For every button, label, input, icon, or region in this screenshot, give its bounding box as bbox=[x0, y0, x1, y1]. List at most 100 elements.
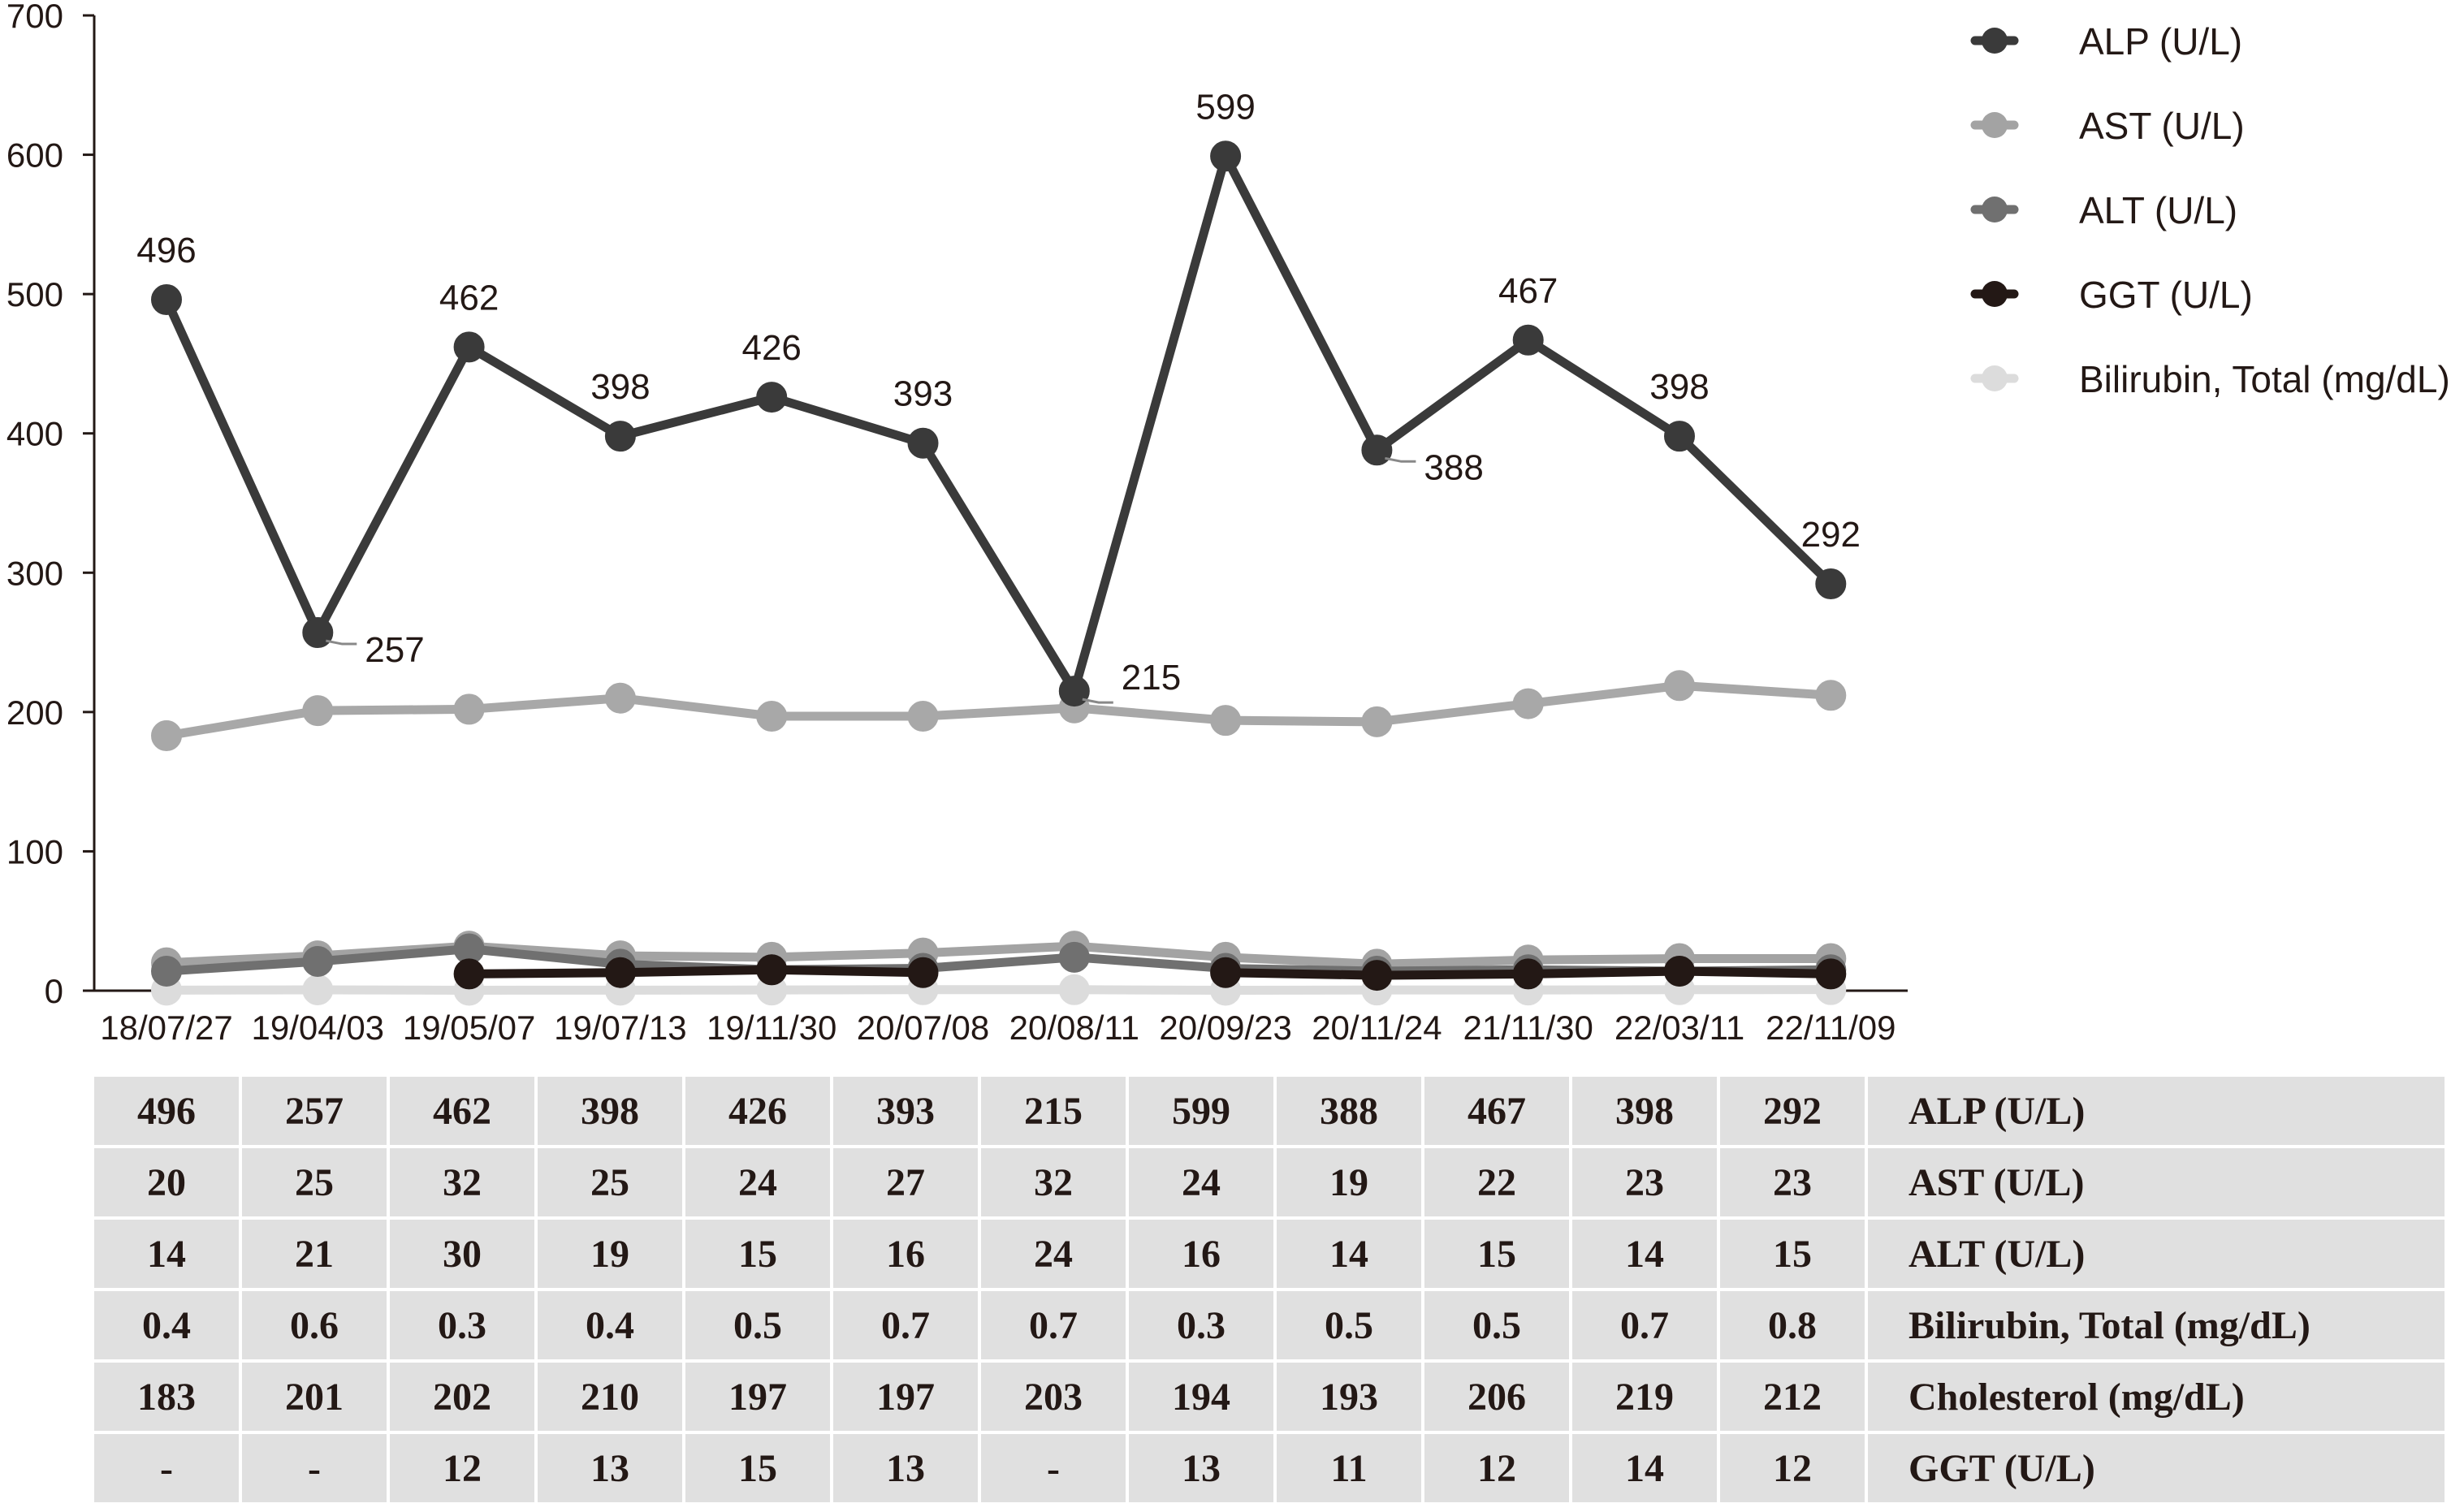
data-point bbox=[604, 421, 636, 452]
table-cell: 22 bbox=[1424, 1148, 1569, 1216]
x-tick-label: 20/11/24 bbox=[1312, 1009, 1442, 1047]
legend-marker bbox=[1982, 281, 2008, 307]
table-cell: 206 bbox=[1424, 1363, 1569, 1431]
table-cell: 210 bbox=[538, 1363, 682, 1431]
table-cell: 23 bbox=[1572, 1148, 1717, 1216]
table-cell: 194 bbox=[1129, 1363, 1273, 1431]
row-label: AST (U/L) bbox=[1868, 1148, 2445, 1216]
x-tick-label: 20/07/08 bbox=[857, 1009, 990, 1047]
data-point bbox=[1058, 974, 1090, 1005]
row-label: ALP (U/L) bbox=[1868, 1077, 2445, 1145]
table-cell: 193 bbox=[1277, 1363, 1421, 1431]
data-point bbox=[1058, 941, 1090, 973]
table-cell: 27 bbox=[833, 1148, 978, 1216]
table-cell: 0.5 bbox=[1277, 1291, 1421, 1359]
legend-marker bbox=[1982, 197, 2008, 222]
data-label: 467 bbox=[1498, 271, 1558, 311]
table-cell: 19 bbox=[538, 1220, 682, 1288]
data-point bbox=[907, 427, 939, 459]
table-row: - -12 13 15 13-13 11 12 14 12 GGT (U/L) bbox=[94, 1434, 2445, 1502]
x-tick-label: 19/11/30 bbox=[707, 1009, 836, 1047]
series-line bbox=[469, 965, 923, 978]
table-cell: 398 bbox=[538, 1077, 682, 1145]
data-label: 462 bbox=[439, 278, 499, 318]
table-row: 496 257 462 398 426 393 215 599 388 467 398 292 ALP … bbox=[94, 1077, 2445, 1145]
table-cell: 467 bbox=[1424, 1077, 1569, 1145]
data-point bbox=[302, 617, 334, 649]
table-cell: - bbox=[94, 1434, 239, 1502]
table-cell: 16 bbox=[833, 1220, 978, 1288]
data-point bbox=[453, 693, 485, 725]
data-label: 599 bbox=[1195, 87, 1255, 127]
table-cell: 30 bbox=[390, 1220, 534, 1288]
table-cell: 24 bbox=[981, 1220, 1126, 1288]
data-point bbox=[907, 957, 939, 988]
data-point bbox=[151, 284, 182, 316]
table-cell: 16 bbox=[1129, 1220, 1273, 1288]
data-point bbox=[1664, 955, 1695, 987]
table-cell: 0.7 bbox=[1572, 1291, 1717, 1359]
data-point bbox=[302, 695, 334, 727]
series-line bbox=[166, 680, 1831, 741]
legend-marker bbox=[1982, 28, 2008, 54]
legend-label: ALT (U/L) bbox=[2079, 189, 2237, 231]
table-cell: 12 bbox=[1720, 1434, 1865, 1502]
table-cell: 14 bbox=[1277, 1220, 1421, 1288]
table-cell: 462 bbox=[390, 1077, 534, 1145]
data-point bbox=[1512, 324, 1544, 356]
table-cell: 212 bbox=[1720, 1363, 1865, 1431]
legend-label: AST (U/L) bbox=[2079, 105, 2245, 147]
table-cell: 15 bbox=[1720, 1220, 1865, 1288]
table-cell: 12 bbox=[390, 1434, 534, 1502]
y-tick-label: 0 bbox=[45, 972, 63, 1010]
table-cell: - bbox=[242, 1434, 387, 1502]
table-cell: 203 bbox=[981, 1363, 1126, 1431]
data-point bbox=[1361, 706, 1393, 737]
data-point bbox=[1210, 140, 1242, 172]
table-row: 20 25 32 25 24 27 32 24 19 22 23 23 AST (U/L) bbox=[94, 1148, 2445, 1216]
table-cell: 201 bbox=[242, 1363, 387, 1431]
data-point bbox=[1058, 676, 1090, 707]
data-label: 393 bbox=[893, 374, 953, 414]
legend-marker bbox=[1982, 112, 2008, 138]
data-point bbox=[453, 958, 485, 990]
table-cell: 0.5 bbox=[685, 1291, 830, 1359]
table-cell: 0.4 bbox=[94, 1291, 239, 1359]
data-point bbox=[1361, 960, 1393, 991]
data-label: 398 bbox=[590, 367, 650, 407]
table-cell: 32 bbox=[981, 1148, 1126, 1216]
table-cell: 496 bbox=[94, 1077, 239, 1145]
table-cell: 24 bbox=[1129, 1148, 1273, 1216]
table-cell: - bbox=[981, 1434, 1126, 1502]
data-point bbox=[756, 701, 788, 732]
data-point bbox=[302, 945, 334, 977]
series-line bbox=[166, 985, 1831, 995]
y-tick-label: 500 bbox=[6, 275, 63, 313]
table-cell: 13 bbox=[538, 1434, 682, 1502]
data-point bbox=[1512, 958, 1544, 990]
y-tick-label: 400 bbox=[6, 415, 63, 453]
data-point bbox=[151, 720, 182, 752]
x-tick-label: 22/11/09 bbox=[1766, 1009, 1896, 1047]
table-cell: 0.5 bbox=[1424, 1291, 1569, 1359]
x-tick-label: 19/05/07 bbox=[403, 1009, 536, 1047]
data-label: 292 bbox=[1801, 515, 1861, 555]
table-cell: 15 bbox=[685, 1434, 830, 1502]
table-cell: 14 bbox=[1572, 1434, 1717, 1502]
table-cell: 0.7 bbox=[981, 1291, 1126, 1359]
table-row: 183 201 202 210 197 197 203 194 193 206 219 212 Chol… bbox=[94, 1363, 2445, 1431]
x-tick-label: 19/04/03 bbox=[252, 1009, 385, 1047]
row-label: Cholesterol (mg/dL) bbox=[1868, 1363, 2445, 1431]
data-point bbox=[604, 682, 636, 714]
x-tick-label: 20/08/11 bbox=[1009, 1009, 1139, 1047]
table-cell: 183 bbox=[94, 1363, 239, 1431]
label-leader-line bbox=[1385, 456, 1416, 463]
table-cell: 219 bbox=[1572, 1363, 1717, 1431]
table-cell: 197 bbox=[833, 1363, 978, 1431]
data-point bbox=[1361, 434, 1393, 466]
data-label: 388 bbox=[1424, 447, 1483, 487]
table-cell: 0.7 bbox=[833, 1291, 978, 1359]
legend-label: GGT (U/L) bbox=[2079, 274, 2253, 316]
table-cell: 25 bbox=[538, 1148, 682, 1216]
table-cell: 215 bbox=[981, 1077, 1126, 1145]
